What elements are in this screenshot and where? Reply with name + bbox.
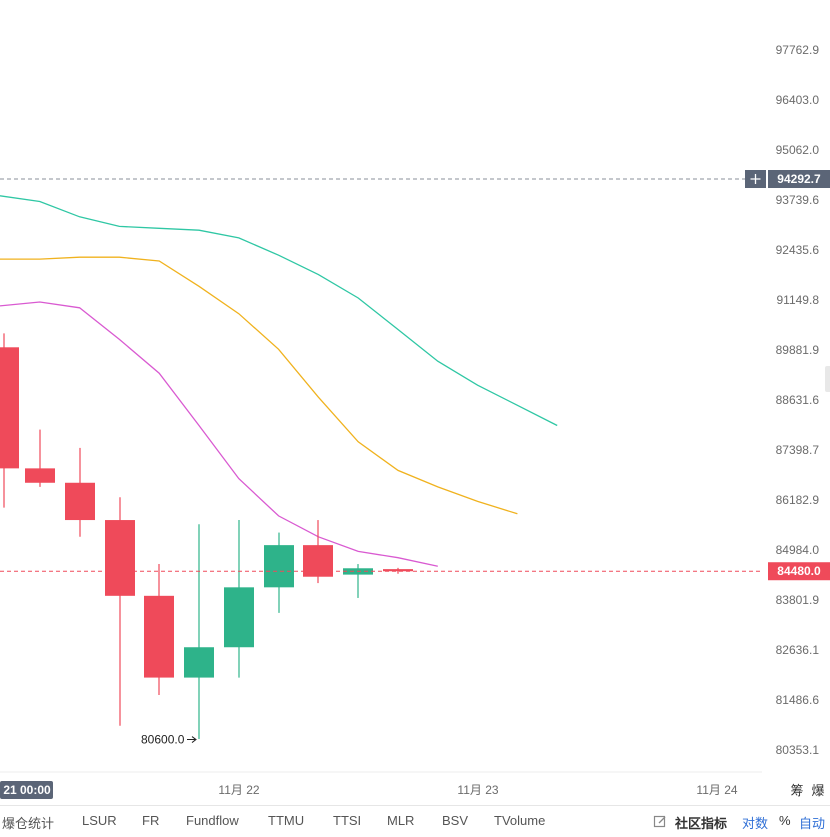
candle — [224, 520, 254, 678]
candles — [0, 333, 413, 740]
auto-scale-toggle[interactable]: 自动 — [799, 816, 826, 831]
indicator-ttsi[interactable]: TTSI — [333, 813, 362, 828]
community-indicators-button[interactable]: 社区指标 — [675, 816, 728, 831]
crosshair-price-tag — [768, 170, 830, 189]
candle — [0, 333, 19, 508]
price-tick-label: 91149.8 — [777, 293, 820, 307]
price-tick-label: 89881.9 — [776, 343, 820, 357]
crosshair-time-tag — [0, 781, 53, 799]
last-price-tag — [768, 562, 830, 581]
price-chart[interactable]: 97762.9 96403.0 95062.0 93739.6 92435.6 91149… — [0, 0, 830, 805]
price-tick-label: 93739.6 — [776, 193, 820, 207]
candle — [184, 524, 214, 740]
price-tick-label: 81486.6 — [776, 693, 820, 707]
price-tick-label: 86182.9 — [776, 493, 820, 507]
price-tick-label: 83801.9 — [776, 593, 820, 607]
chip-distribution-toggle[interactable]: 筹 — [790, 783, 803, 798]
price-axis: 97762.9 96403.0 95062.0 93739.6 92435.6 91149… — [776, 43, 820, 757]
indicator-tvolume[interactable]: TVolume — [494, 813, 546, 828]
log-scale-toggle[interactable]: 对数 — [742, 816, 769, 831]
price-tick-label: 84984.0 — [776, 543, 820, 557]
time-axis: 21 00:00 11月 22 11月 23 11月 24 — [0, 781, 738, 799]
indicator-bsv[interactable]: BSV — [442, 813, 469, 828]
indicator-lsur[interactable]: LSUR — [82, 813, 117, 828]
price-tick-label: 92435.6 — [776, 243, 820, 257]
indicator-ttmu[interactable]: TTMU — [268, 813, 305, 828]
plus-icon — [750, 174, 761, 185]
liquidation-toggle[interactable]: 爆 — [811, 783, 824, 798]
time-tick-label: 11月 22 — [218, 783, 259, 797]
candle-body — [25, 468, 55, 483]
indicator-mlr[interactable]: MLR — [387, 813, 415, 828]
time-tick-label: 11月 23 — [457, 783, 498, 797]
price-tick-label: 82636.1 — [776, 643, 820, 657]
candle-body — [303, 545, 333, 577]
time-tick-label: 11月 24 — [696, 783, 737, 797]
candle-body — [264, 545, 294, 588]
crosshair-time-label: 21 00:00 — [3, 783, 51, 797]
indicator-fundflow[interactable]: Fundflow — [186, 813, 239, 828]
candle-body — [144, 595, 174, 678]
candle — [105, 497, 135, 726]
edit-icon[interactable] — [653, 814, 667, 828]
price-tick-label: 96403.0 — [776, 93, 820, 107]
indicator-liquidation[interactable]: 爆仓统计 — [2, 816, 55, 831]
candle-body — [224, 587, 254, 648]
candle — [65, 447, 95, 537]
candle-body — [383, 569, 413, 572]
candle — [383, 567, 413, 574]
indicator-bar: 爆仓统计 LSUR FR Fundflow TTMU TTSI MLR BSV … — [0, 805, 830, 837]
band-line — [0, 256, 518, 515]
candle-body — [65, 482, 95, 521]
candle — [264, 532, 294, 613]
last-price-label: 84480.0 — [777, 564, 821, 578]
price-tick-label: 80353.1 — [776, 743, 820, 757]
side-panel-handle[interactable] — [825, 366, 830, 392]
price-tick-label: 97762.9 — [776, 43, 820, 57]
price-tick-label: 88631.6 — [776, 393, 820, 407]
moving-average-bands — [0, 195, 558, 567]
candle — [144, 564, 174, 696]
price-tick-label: 95062.0 — [776, 143, 820, 157]
arrow-right-icon — [187, 736, 197, 743]
price-tick-label: 87398.7 — [776, 443, 820, 457]
candle-body — [105, 520, 135, 596]
band-line — [0, 301, 438, 567]
candle-body — [184, 647, 214, 678]
candle-body — [0, 347, 19, 469]
low-price-annotation: 80600.0 — [141, 733, 185, 747]
percent-scale-toggle[interactable]: % — [779, 813, 791, 828]
candle — [25, 429, 55, 487]
band-line — [0, 195, 558, 427]
indicator-fr[interactable]: FR — [142, 813, 160, 828]
crosshair-price-label: 94292.7 — [777, 172, 821, 186]
